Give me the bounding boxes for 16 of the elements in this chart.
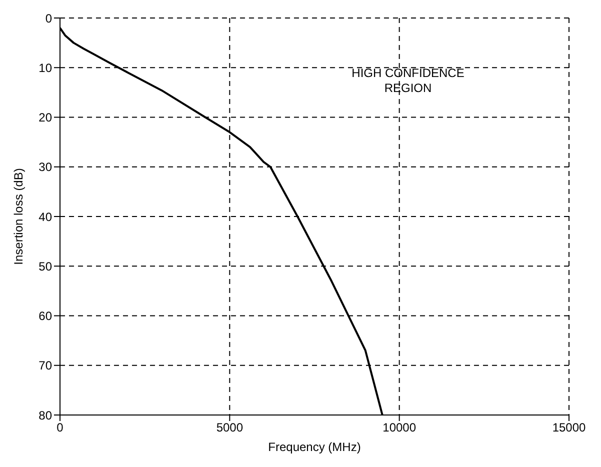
x-tick-label: 10000 (382, 420, 416, 435)
x-axis-title: Frequency (MHz) (268, 440, 361, 454)
y-tick-label: 40 (38, 210, 52, 224)
x-tick-label: 15000 (552, 420, 586, 435)
y-tick-label: 30 (38, 160, 52, 174)
y-tick-label: 20 (38, 110, 52, 125)
y-axis-title: Insertion loss (dB) (11, 168, 26, 265)
y-tick-label: 70 (38, 358, 52, 373)
y-tick-label: 10 (38, 60, 52, 75)
y-tick-label: 60 (38, 309, 52, 324)
y-tick-label: 0 (45, 11, 52, 26)
x-tick-label: 0 (56, 420, 64, 435)
y-tick-label: 50 (38, 259, 52, 274)
y-tick-label: 80 (38, 408, 52, 422)
annotation: HIGH CONFIDENCE REGION (350, 66, 466, 96)
x-tick-label: 5000 (216, 420, 244, 435)
